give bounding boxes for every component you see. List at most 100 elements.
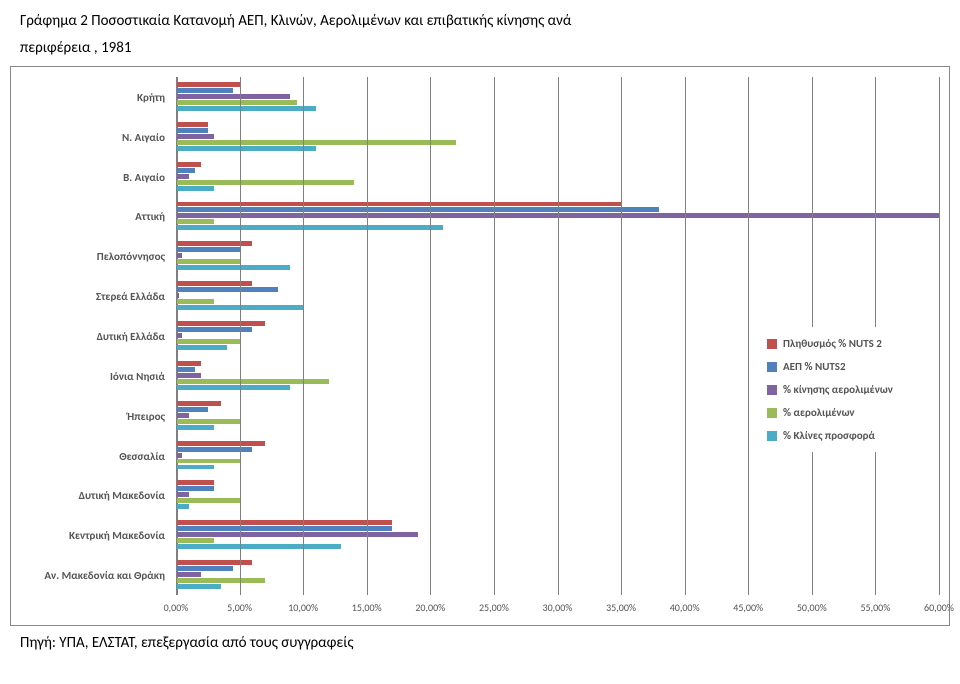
legend-item: % Κλίνες προσφορά xyxy=(767,429,927,442)
gridline xyxy=(303,77,304,595)
bar xyxy=(176,465,214,470)
gridline xyxy=(240,77,241,595)
bar xyxy=(176,186,214,191)
legend-swatch xyxy=(767,408,777,418)
gridline xyxy=(430,77,431,595)
y-tick-label: Στερεά Ελλάδα xyxy=(96,291,165,302)
bar xyxy=(176,572,201,577)
bar xyxy=(176,134,214,139)
bar xyxy=(176,106,316,111)
gridline xyxy=(367,77,368,595)
y-tick-label: Πελοπόννησος xyxy=(97,251,165,262)
bar xyxy=(176,345,227,350)
bar xyxy=(176,140,456,145)
y-tick-label: Ιόνια Νησιά xyxy=(110,371,165,382)
gridline xyxy=(939,77,940,595)
x-tick-label: 60,00% xyxy=(924,601,954,614)
chart-title: Γράφημα 2 Ποσοστικαία Κατανομή ΑΕΠ, Κλιν… xyxy=(0,0,960,66)
legend-swatch xyxy=(767,362,777,372)
y-tick-label: Κεντρική Μακεδονία xyxy=(69,530,165,541)
legend-label: % κίνησης αερολιμένων xyxy=(783,383,893,396)
x-tick-label: 45,00% xyxy=(733,601,763,614)
bar xyxy=(176,584,221,589)
gridline xyxy=(748,77,749,595)
bar xyxy=(176,327,252,332)
y-tick-label: Αττική xyxy=(135,211,165,222)
y-tick-label: Δυτική Ελλάδα xyxy=(97,331,165,342)
bar xyxy=(176,419,240,424)
bar xyxy=(176,532,418,537)
bar xyxy=(176,146,316,151)
y-tick-label: Ν. Αιγαίο xyxy=(122,132,165,143)
gridline xyxy=(685,77,686,595)
chart-source: Πηγή: ΥΠΑ, ΕΛΣΤΑΤ, επεξεργασία από τους … xyxy=(0,626,960,652)
x-tick-label: 10,00% xyxy=(288,601,318,614)
bar xyxy=(176,122,208,127)
title-line-2: περιφέρεια , 1981 xyxy=(20,35,940,62)
x-tick-label: 50,00% xyxy=(797,601,827,614)
gridline xyxy=(176,77,177,595)
legend-item: % αερολιμένων xyxy=(767,406,927,419)
bar xyxy=(176,174,189,179)
bar xyxy=(176,407,208,412)
bar xyxy=(176,225,443,230)
bar xyxy=(176,447,252,452)
bar xyxy=(176,498,240,503)
bar xyxy=(176,459,240,464)
bar xyxy=(176,259,240,264)
legend-label: % Κλίνες προσφορά xyxy=(783,429,875,442)
bar xyxy=(176,504,189,509)
bar xyxy=(176,100,297,105)
bar xyxy=(176,560,252,565)
legend-swatch xyxy=(767,385,777,395)
bar xyxy=(176,180,354,185)
gridline xyxy=(621,77,622,595)
gridline xyxy=(494,77,495,595)
x-tick-label: 30,00% xyxy=(543,601,573,614)
bar xyxy=(176,480,214,485)
legend: Πληθυσμός % NUTS 2 ΑΕΠ % NUTS2 % κίνησης α… xyxy=(767,327,927,452)
bar xyxy=(176,520,392,525)
bar xyxy=(176,287,278,292)
gridline xyxy=(558,77,559,595)
bar xyxy=(176,486,214,491)
legend-swatch xyxy=(767,431,777,441)
bar xyxy=(176,82,240,87)
y-axis-labels: Κρήτη Ν. Αιγαίο Β. Αιγαίο Αττική Πελοπόννησο… xyxy=(11,77,171,595)
bar xyxy=(176,385,290,390)
bar xyxy=(176,207,659,212)
bar xyxy=(176,538,214,543)
x-tick-label: 0,00% xyxy=(164,601,189,614)
x-tick-label: 40,00% xyxy=(670,601,700,614)
bar xyxy=(176,321,265,326)
title-line-1: Γράφημα 2 Ποσοστικαία Κατανομή ΑΕΠ, Κλιν… xyxy=(20,8,940,35)
legend-item: % κίνησης αερολιμένων xyxy=(767,383,927,396)
bar xyxy=(176,241,252,246)
x-tick-label: 5,00% xyxy=(227,601,252,614)
bar xyxy=(176,441,265,446)
bar xyxy=(176,361,201,366)
x-tick-label: 15,00% xyxy=(352,601,382,614)
bar xyxy=(176,339,240,344)
y-tick-label: Β. Αιγαίο xyxy=(123,172,165,183)
legend-label: ΑΕΠ % NUTS2 xyxy=(783,360,846,373)
chart-container: Κρήτη Ν. Αιγαίο Β. Αιγαίο Αττική Πελοπόννησο… xyxy=(10,66,950,626)
legend-item: ΑΕΠ % NUTS2 xyxy=(767,360,927,373)
y-tick-label: Κρήτη xyxy=(137,92,165,103)
y-tick-label: Ήπειρος xyxy=(127,411,165,422)
bar xyxy=(176,526,392,531)
bar xyxy=(176,162,201,167)
legend-label: % αερολιμένων xyxy=(783,406,855,419)
bar xyxy=(176,401,221,406)
bar xyxy=(176,566,233,571)
x-tick-label: 35,00% xyxy=(606,601,636,614)
x-tick-label: 55,00% xyxy=(860,601,890,614)
bar xyxy=(176,88,233,93)
bar xyxy=(176,281,252,286)
bar xyxy=(176,265,290,270)
bar xyxy=(176,367,195,372)
x-tick-label: 25,00% xyxy=(479,601,509,614)
legend-label: Πληθυσμός % NUTS 2 xyxy=(783,337,882,350)
x-axis-labels: 0,00%5,00%10,00%15,00%20,00%25,00%30,00%… xyxy=(176,601,939,617)
bar xyxy=(176,247,240,252)
